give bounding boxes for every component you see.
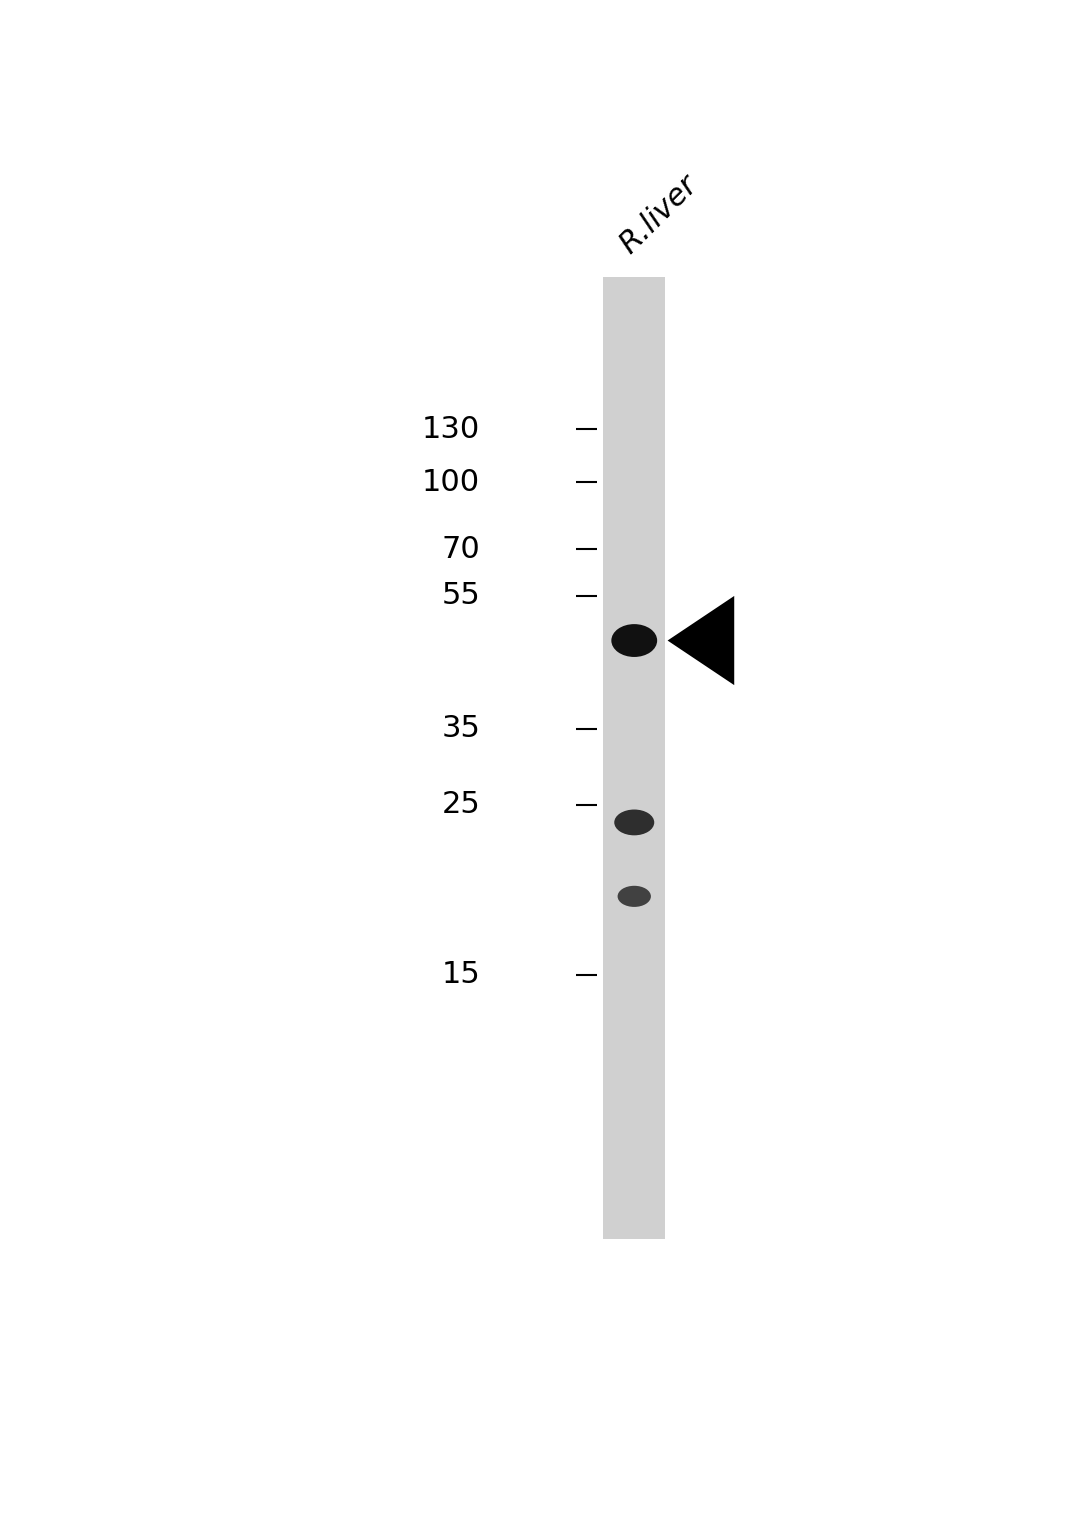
Text: 35: 35 xyxy=(441,715,481,744)
Text: 25: 25 xyxy=(442,791,481,820)
Polygon shape xyxy=(668,596,734,686)
Text: 55: 55 xyxy=(442,582,481,611)
Text: 100: 100 xyxy=(422,468,481,497)
Text: 70: 70 xyxy=(442,535,481,564)
Bar xyxy=(603,277,665,1239)
Ellipse shape xyxy=(612,625,657,657)
Text: 130: 130 xyxy=(421,415,481,443)
Text: R.liver: R.liver xyxy=(614,169,703,259)
Ellipse shape xyxy=(617,885,651,907)
Text: 15: 15 xyxy=(442,960,481,989)
Ellipse shape xyxy=(614,809,655,835)
